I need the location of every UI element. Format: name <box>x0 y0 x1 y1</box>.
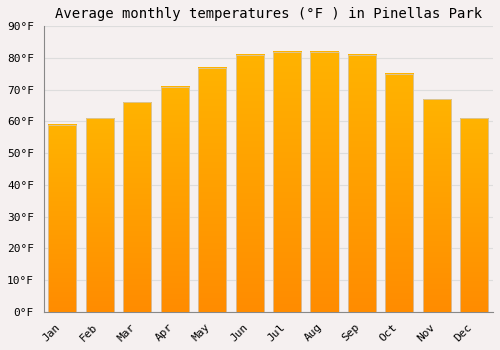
Bar <box>386 74 413 312</box>
Bar <box>423 99 451 312</box>
Bar <box>86 118 114 312</box>
Bar <box>123 103 152 312</box>
Bar <box>310 52 338 312</box>
Bar <box>236 55 264 312</box>
Bar <box>48 125 76 312</box>
Title: Average monthly temperatures (°F ) in Pinellas Park: Average monthly temperatures (°F ) in Pi… <box>55 7 482 21</box>
Bar <box>198 68 226 312</box>
Bar <box>460 118 488 312</box>
Bar <box>160 86 189 312</box>
Bar <box>348 55 376 312</box>
Bar <box>273 52 301 312</box>
